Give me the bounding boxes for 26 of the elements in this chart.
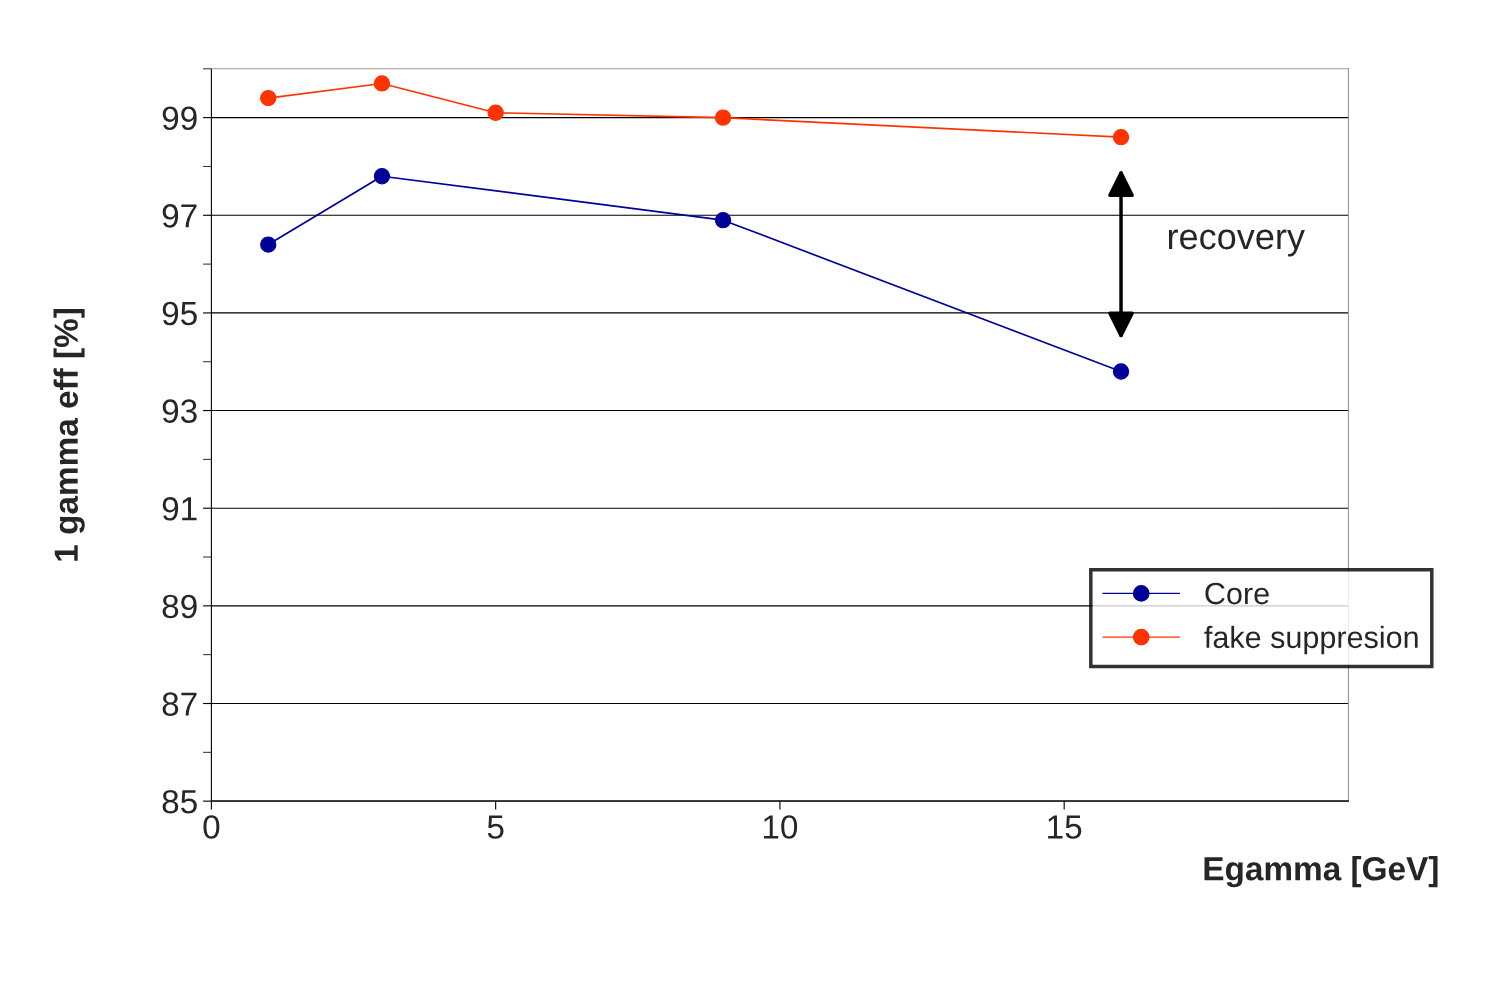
- point: [373, 75, 391, 92]
- x-axis-title: Egamma [GeV]: [1204, 856, 1438, 888]
- legend-label: fake suppresion: [1204, 625, 1418, 655]
- point: [260, 89, 277, 107]
- point: [487, 104, 504, 121]
- point: [373, 168, 391, 185]
- point: [714, 212, 732, 229]
- y-tick-label: 89: [162, 594, 197, 619]
- x-tick-label: 0: [203, 815, 220, 839]
- y-tick-label: 85: [162, 789, 197, 814]
- annotation: recovery: [1168, 229, 1305, 257]
- legend-label: Core: [1205, 582, 1269, 605]
- y-axis-title: 1 gamma eff [%]: [53, 309, 85, 561]
- y-tick-label: 91: [162, 497, 197, 521]
- y-tick-label: 93: [162, 399, 197, 423]
- point: [1112, 363, 1130, 380]
- y-tick-label: 99: [162, 106, 197, 131]
- x-tick-label: 5: [487, 815, 504, 839]
- y-tick-label: 95: [162, 301, 197, 326]
- y-tick-label: 97: [162, 204, 197, 228]
- point: [714, 109, 732, 126]
- x-tick-label: 10: [763, 815, 798, 839]
- y-tick-label: 87: [162, 692, 197, 716]
- x-tick-label: 15: [1048, 815, 1082, 839]
- point: [260, 236, 277, 253]
- point: [1112, 129, 1130, 146]
